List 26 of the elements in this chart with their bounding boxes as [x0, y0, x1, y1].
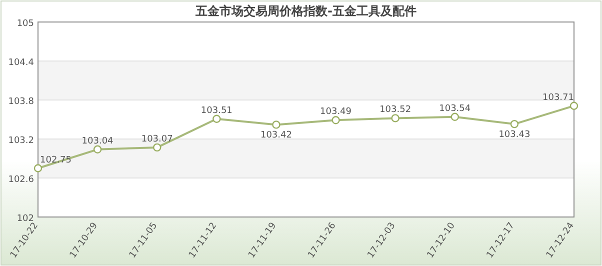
- y-tick-label: 102.6: [8, 175, 34, 185]
- y-tick-label: 102: [16, 214, 34, 224]
- point: [93, 145, 102, 154]
- data-label: 103.49: [320, 107, 352, 118]
- data-label: 103.71: [542, 92, 574, 103]
- data-label: 103.07: [141, 134, 173, 144]
- point: [450, 112, 459, 121]
- y-tick-label: 103.2: [8, 136, 34, 146]
- point: [570, 102, 578, 110]
- y-tick-label: 103.8: [8, 97, 34, 107]
- point: [510, 120, 519, 128]
- point: [391, 114, 400, 122]
- point: [212, 114, 221, 123]
- data-label: 103.51: [200, 106, 232, 116]
- data-label: 103.52: [380, 105, 412, 116]
- point: [34, 164, 42, 172]
- chart-title: 五金市场交易周价格指数-五金工具及配件: [194, 4, 416, 18]
- data-label: 103.42: [260, 130, 292, 141]
- point: [272, 120, 280, 129]
- data-label: 103.04: [82, 136, 114, 146]
- point: [153, 143, 162, 152]
- data-label: 103.43: [498, 130, 530, 140]
- point: [332, 116, 340, 124]
- y-tick-label: 104.4: [8, 58, 34, 68]
- data-label: 103.54: [439, 104, 471, 114]
- y-tick-label: 105: [16, 19, 34, 29]
